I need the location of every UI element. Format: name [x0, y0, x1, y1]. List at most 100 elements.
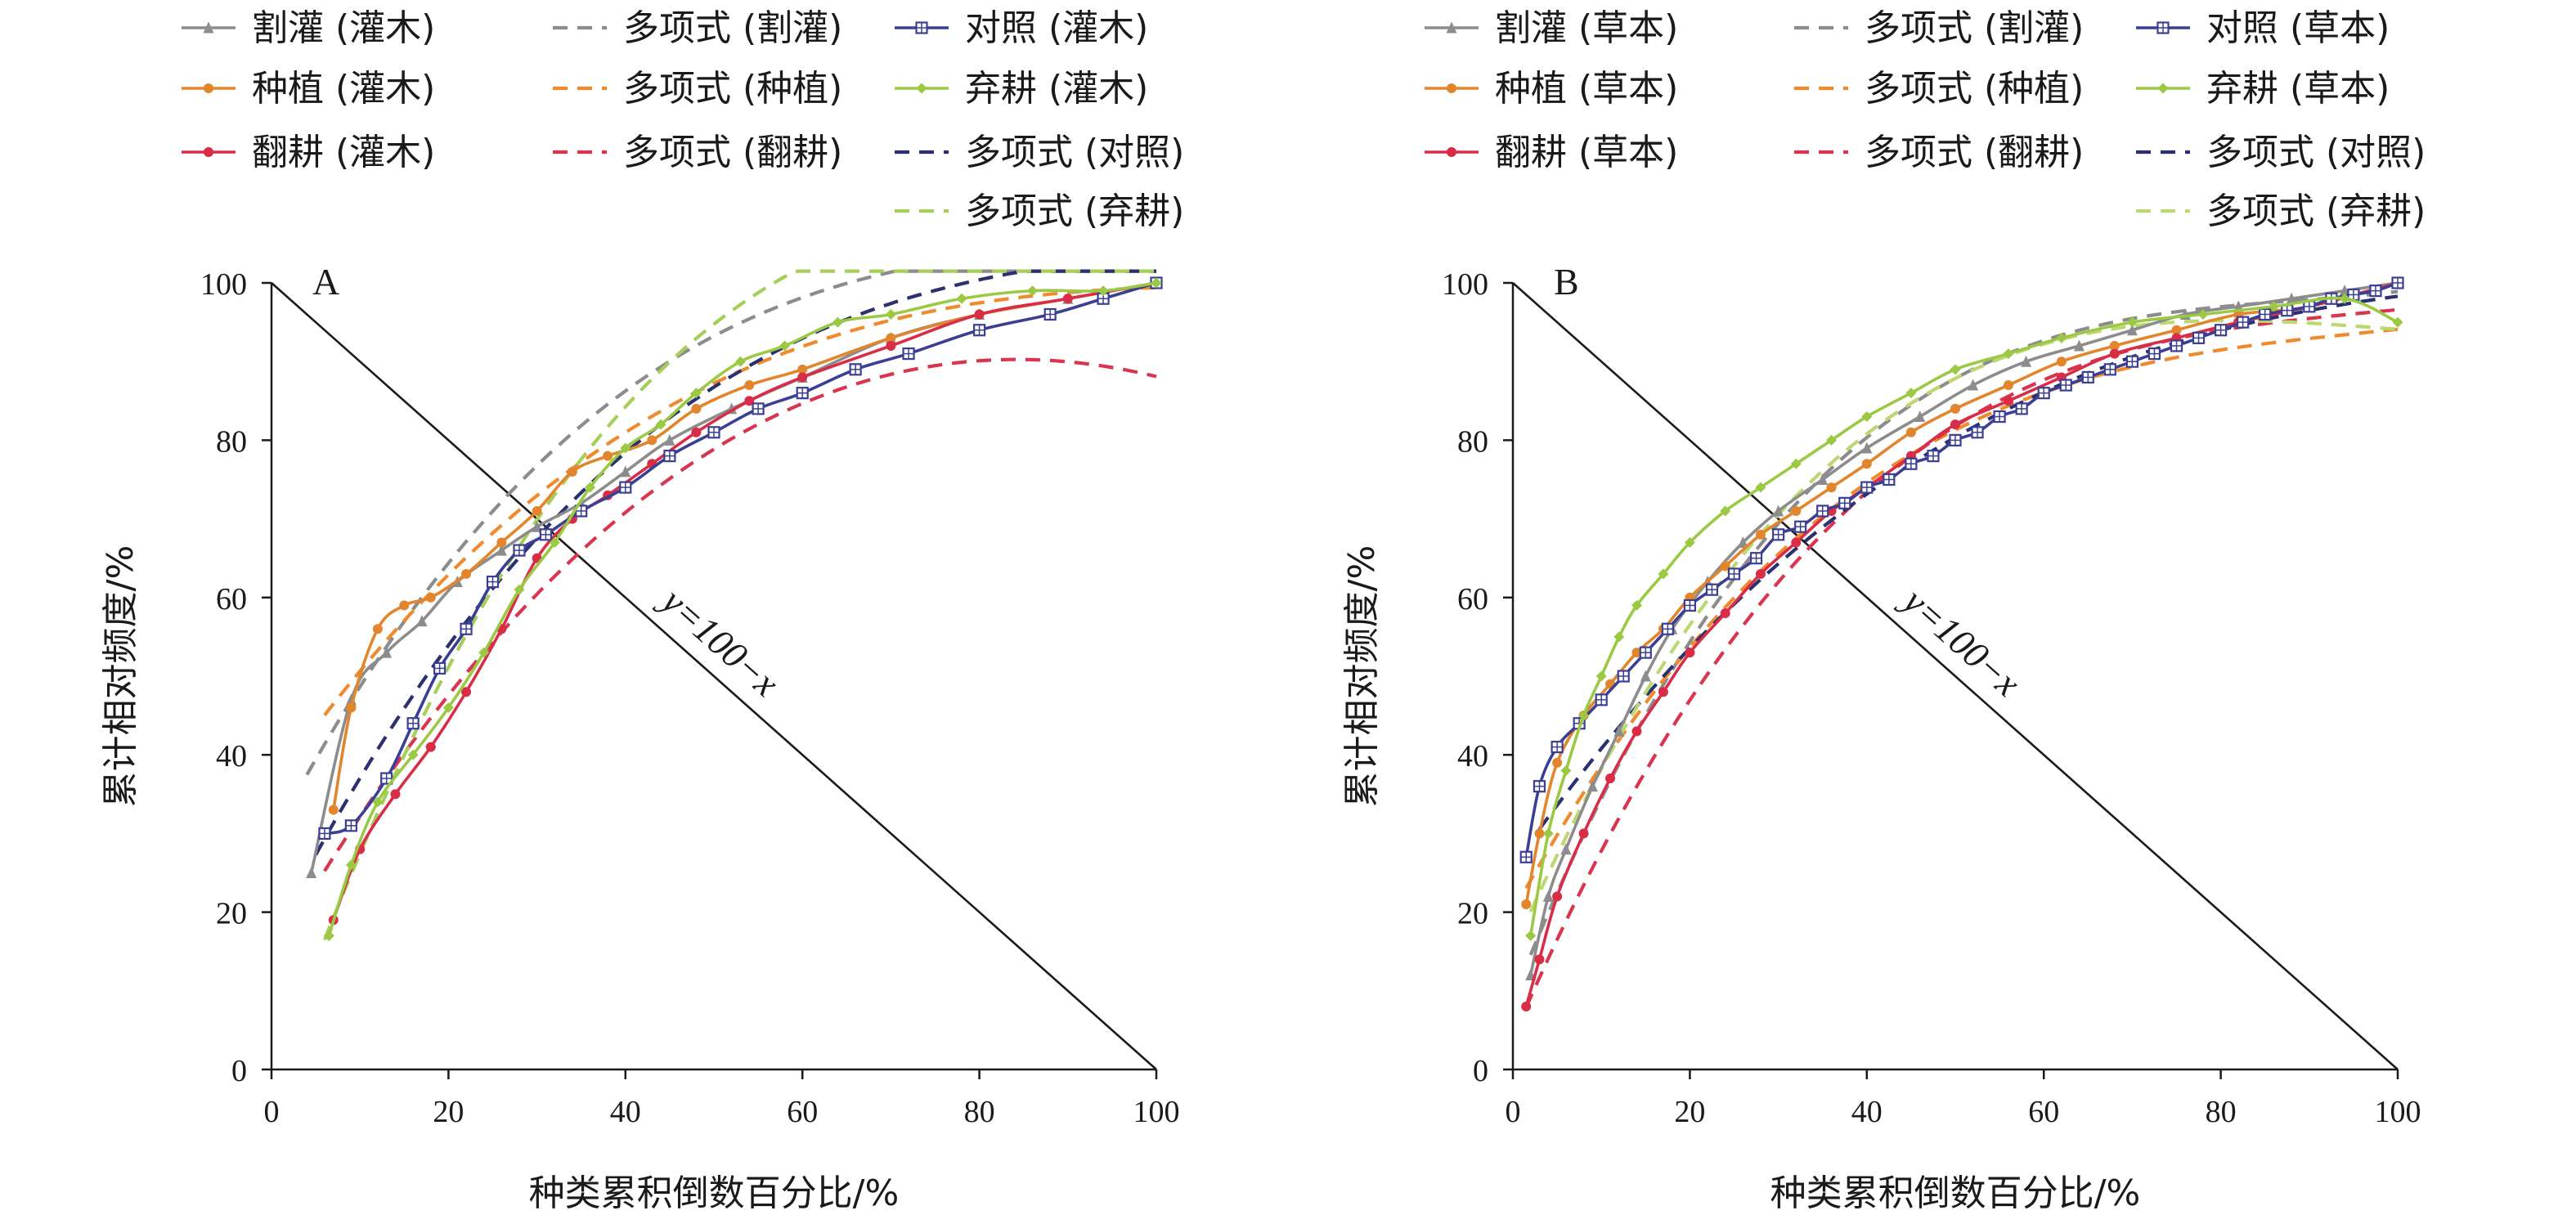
x-tick-label: 20	[433, 1095, 464, 1129]
y-tick-label: 40	[1457, 739, 1488, 773]
data-point	[345, 859, 357, 871]
y-tick-label: 80	[216, 424, 247, 459]
x-tick-label: 100	[1133, 1095, 1180, 1129]
data-point	[744, 380, 755, 391]
x-tick-label: 100	[2375, 1095, 2421, 1129]
legend-label: 多项式 (割灌)	[1865, 7, 2084, 49]
y-tick-label: 20	[1457, 897, 1488, 931]
legend-item: 多项式 (割灌)	[1794, 7, 2084, 49]
legend-swatch-marker	[203, 21, 214, 34]
legend-item: 多项式 (弃耕)	[895, 191, 1184, 232]
data-point	[2056, 332, 2067, 343]
data-point	[2126, 316, 2138, 328]
series-line	[327, 281, 1157, 936]
legend: 割灌 (草本) 多项式 (割灌) 对照 (草本) 种植 (草本) 多项式 (种植) 弃耕 …	[1425, 7, 2426, 232]
data-point	[1720, 608, 1730, 619]
legend-label: 对照 (灌木)	[965, 7, 1148, 49]
data-point	[390, 789, 401, 800]
x-tick-label: 20	[1674, 1095, 1705, 1129]
legend-label: 多项式 (翻耕)	[623, 132, 842, 173]
y-tick-label: 60	[216, 582, 247, 616]
data-point	[1542, 827, 1554, 839]
data-point	[532, 505, 542, 516]
legend-label: 割灌 (灌木)	[252, 7, 435, 49]
data-point	[1720, 561, 1730, 572]
fit-curve-6	[1524, 327, 2399, 890]
data-point	[2003, 380, 2013, 391]
data-point	[2021, 355, 2032, 367]
data-point	[1640, 670, 1651, 682]
data-point	[1631, 599, 1642, 611]
data-point	[1613, 724, 1625, 737]
legend-label: 多项式 (种植)	[1865, 68, 2084, 110]
legend-item: 多项式 (对照)	[895, 132, 1184, 173]
series-4	[1525, 293, 2403, 941]
panel-label: A	[312, 261, 339, 303]
y-tick-label: 80	[1457, 424, 1488, 459]
data-point	[1905, 427, 1916, 437]
fit-curve-7	[323, 357, 1157, 872]
data-point	[2109, 340, 2120, 351]
data-point	[328, 805, 339, 815]
legend-label: 割灌 (草本)	[1495, 7, 1678, 49]
legend-label: 多项式 (翻耕)	[1865, 132, 2084, 173]
data-point	[1631, 726, 1642, 737]
legend-swatch-marker	[1447, 147, 1456, 157]
x-tick-label: 60	[2028, 1095, 2059, 1129]
data-point	[974, 309, 985, 320]
x-tick-label: 80	[964, 1095, 995, 1129]
data-point	[549, 536, 560, 548]
data-point	[1097, 285, 1109, 297]
data-point	[1658, 568, 1669, 580]
data-point	[1578, 710, 1590, 721]
data-point	[956, 293, 967, 304]
fit-curve-9	[322, 269, 1156, 941]
data-point	[1861, 459, 1872, 469]
data-point	[2339, 293, 2350, 304]
data-point	[1790, 458, 1802, 469]
panel-label: B	[1554, 261, 1579, 303]
legend-swatch-marker	[204, 147, 213, 157]
data-point	[306, 867, 317, 878]
data-point	[1534, 954, 1545, 965]
data-point	[1755, 529, 1766, 540]
data-point	[2286, 292, 2297, 304]
data-point	[425, 742, 436, 752]
data-point	[744, 396, 755, 406]
legend-label: 多项式 (对照)	[2206, 132, 2426, 173]
series-3	[318, 276, 1163, 841]
series-2	[328, 278, 1161, 926]
reference-line	[1512, 282, 2399, 1070]
legend-item: 多项式 (翻耕)	[553, 132, 842, 173]
x-tick-label: 40	[1851, 1095, 1883, 1129]
data-point	[2171, 325, 2182, 335]
data-point	[567, 466, 577, 477]
data-point	[603, 451, 613, 461]
data-point	[655, 419, 666, 430]
data-point	[886, 340, 896, 351]
legend-item: 翻耕 (灌木)	[182, 132, 435, 173]
legend-swatch-marker	[1446, 21, 1457, 34]
legend-label: 种植 (灌木)	[252, 68, 435, 110]
data-point	[797, 372, 808, 383]
legend-item: 对照 (灌木)	[895, 7, 1148, 49]
data-point	[620, 442, 631, 454]
data-point	[372, 624, 383, 634]
data-point	[664, 433, 675, 446]
chart-panel-a: 0 20 40 60 80 100 0 20 40 60 80 100 种类累积倒数百分比/% 累计相对频…	[100, 7, 1184, 1214]
series-line	[1524, 281, 2399, 858]
y-tick-label: 100	[1442, 267, 1488, 302]
data-point	[1552, 757, 1563, 768]
y-tick-label: 100	[200, 267, 247, 302]
legend-item: 种植 (草本)	[1425, 68, 1678, 110]
reference-line-label: y=100−x	[652, 577, 788, 704]
data-point	[478, 647, 490, 658]
data-point	[690, 388, 702, 399]
data-point	[1631, 648, 1642, 658]
legend-label: 弃耕 (草本)	[2206, 68, 2390, 110]
x-tick-label: 60	[787, 1095, 818, 1129]
data-point	[1755, 568, 1766, 579]
data-point	[1861, 411, 1873, 423]
data-point	[323, 930, 334, 941]
legend-swatch-marker	[916, 83, 927, 94]
